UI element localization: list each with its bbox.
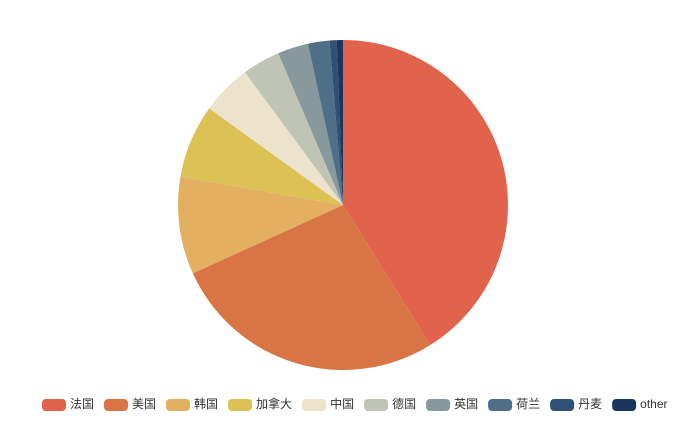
pie-slice xyxy=(180,108,343,205)
pie-slice xyxy=(244,53,343,206)
legend-swatch xyxy=(612,399,637,411)
legend-label: 法国 xyxy=(70,397,94,411)
legend-label: 加拿大 xyxy=(256,396,292,411)
pie-slice xyxy=(177,176,343,274)
legend-swatch xyxy=(550,399,575,411)
legend-label: 荷兰 xyxy=(516,397,540,411)
legend-label: other xyxy=(640,397,667,411)
pie-slice xyxy=(329,40,343,205)
legend-swatch xyxy=(302,399,327,411)
legend-label: 韩国 xyxy=(194,396,218,411)
legend-swatch xyxy=(228,399,253,411)
legend-swatch xyxy=(488,399,513,411)
legend-swatch xyxy=(364,399,389,411)
legend-swatch xyxy=(166,399,191,411)
pie-slice xyxy=(343,40,508,345)
legend-swatch xyxy=(104,399,129,411)
pie-slice xyxy=(278,43,343,205)
pie-slice xyxy=(336,40,343,205)
legend-label: 美国 xyxy=(132,397,156,411)
legend-label: 德国 xyxy=(392,396,416,411)
pie-slice xyxy=(307,40,343,205)
legend-label: 中国 xyxy=(330,396,354,411)
legend-swatch xyxy=(426,399,451,411)
pie-slice xyxy=(192,205,431,370)
pie-slice xyxy=(209,72,343,205)
legend-swatch xyxy=(42,399,66,411)
legend-label: 丹麦 xyxy=(578,397,602,411)
legend-label: 英国 xyxy=(454,397,478,411)
